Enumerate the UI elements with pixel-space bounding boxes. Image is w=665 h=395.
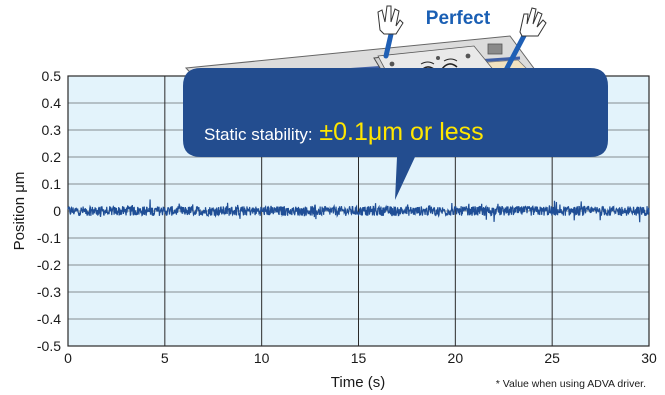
series-line [67,199,650,223]
stage-hole [389,61,395,67]
stage-brow-left [420,61,435,65]
y-tick-label: -0.5 [37,338,61,354]
stage-hole [465,53,471,59]
y-tick-label: -0.3 [37,284,61,300]
y-tick-label: 0.1 [42,176,62,192]
y-tick-labels: 0.5 0.4 0.3 0.2 0.1 0 -0.1 -0.2 -0.3 -0.4 -0.5 [37,68,61,354]
callout-bubble: Static stability: ±0.1μm or less [183,68,608,200]
callout-prefix: Static stability: [204,125,317,144]
y-tick-label: -0.2 [37,257,61,273]
x-tick-label: 30 [641,350,657,366]
stage-hole [436,56,440,60]
series-layer [67,199,650,223]
y-tick-label: -0.4 [37,311,61,327]
callout-value: ±0.1μm or less [319,118,483,146]
x-tick-label: 15 [351,350,367,366]
callout-text: Static stability: ±0.1μm or less [204,118,484,146]
stage-arm-right [503,29,529,73]
left-glove-icon [377,5,404,35]
right-glove-icon [519,7,547,37]
x-tick-label: 20 [448,350,464,366]
y-axis-title: Position μm [11,172,28,251]
stage-motor-block [487,43,503,55]
x-tick-label: 5 [161,350,169,366]
y-tick-label: -0.1 [37,230,61,246]
x-tick-labels: 0 5 10 15 20 25 30 [64,350,657,366]
x-tick-label: 10 [254,350,270,366]
x-axis-title: Time (s) [331,374,385,391]
stage-eye-right [441,63,458,70]
y-tick-label: 0.4 [42,95,62,111]
perfect-label: Perfect [426,8,491,29]
x-tick-label: 0 [64,350,72,366]
y-tick-label: 0.2 [42,149,62,165]
y-tick-label: 0.3 [42,122,62,138]
callout-shape [183,68,608,200]
y-tick-label: 0 [53,203,61,219]
stage-brow-right [443,58,458,62]
footnote: * Value when using ADVA driver. [496,378,646,390]
x-tick-label: 25 [544,350,560,366]
y-tick-label: 0.5 [42,68,62,84]
